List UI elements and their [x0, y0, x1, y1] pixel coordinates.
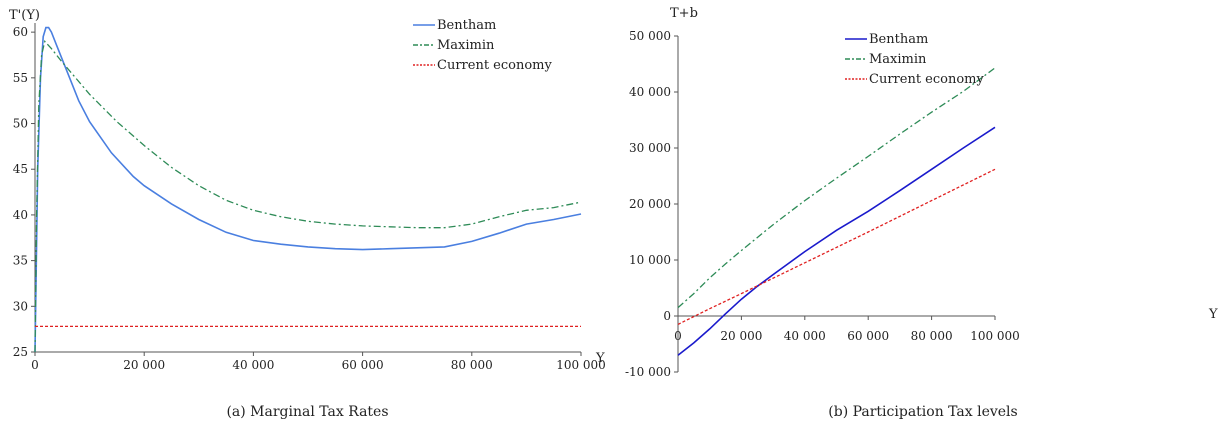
x-tick-label: 100 000 — [970, 329, 1020, 343]
y-tick-label: 50 — [13, 117, 28, 131]
y-tick-label: 30 — [13, 299, 28, 313]
legend-label: Current economy — [437, 58, 552, 73]
x-tick-label: 20 000 — [720, 329, 762, 343]
chart-panel-marginal-tax-rates: 25 30 35 40 45 50 55 60 0 20 000 40 000 60 000 80 00… — [0, 0, 615, 433]
y-tick-label: 55 — [13, 71, 28, 85]
x-tick-label: 80 000 — [911, 329, 953, 343]
x-axis-title: Y — [595, 351, 605, 366]
y-tick-label: 40 — [13, 208, 28, 222]
chart-caption: (b) Participation Tax levels — [828, 404, 1018, 420]
y-tick-label: 45 — [13, 162, 28, 176]
y-tick-label: 50 000 — [629, 29, 671, 43]
series-line-bentham — [34, 26, 582, 353]
chart-marginal-tax-rates: 25 30 35 40 45 50 55 60 0 20 000 40 000 60 000 80 00… — [9, 8, 606, 372]
y-tick-label: 10 000 — [629, 253, 671, 267]
x-tick-label: 80 000 — [451, 358, 493, 372]
y-tick-label: 25 — [13, 345, 28, 359]
x-axis-title: Y — [1208, 307, 1218, 322]
x-tick-label: 0 — [31, 358, 39, 372]
series-line-maximin — [677, 67, 996, 309]
y-tick-label: -10 000 — [625, 365, 671, 379]
y-tick-label: 0 — [663, 309, 671, 323]
series-line-bentham — [677, 126, 996, 356]
y-tick-label: 60 — [13, 25, 28, 39]
y-tick-label: 40 000 — [629, 85, 671, 99]
series-line-current-economy — [677, 168, 996, 325]
legend-label: Maximin — [869, 52, 927, 67]
y-tick-label: 35 — [13, 254, 28, 268]
x-tick-label: 20 000 — [123, 358, 165, 372]
x-tick-label: 100 000 — [556, 358, 606, 372]
y-tick-label: 30 000 — [629, 141, 671, 155]
chart-panel-participation-tax: -10 000 0 10 000 20 000 30 000 40 000 50 000 0 2… — [615, 0, 1231, 433]
x-tick-label: 60 000 — [342, 358, 384, 372]
chart-caption: (a) Marginal Tax Rates — [226, 404, 389, 420]
legend-label: Current economy — [869, 72, 984, 87]
legend-label: Bentham — [869, 32, 928, 47]
legend-label: Bentham — [437, 18, 496, 33]
x-tick-label: 40 000 — [784, 329, 826, 343]
series-line-maximin — [34, 39, 582, 353]
x-tick-label: 0 — [674, 329, 682, 343]
chart-participation-tax-levels: -10 000 0 10 000 20 000 30 000 40 000 50 000 0 2… — [625, 6, 1218, 379]
y-axis-title: T'(Y) — [9, 8, 40, 23]
x-tick-label: 40 000 — [232, 358, 274, 372]
x-tick-label: 60 000 — [847, 329, 889, 343]
legend-label: Maximin — [437, 38, 495, 53]
y-axis-title: T+b — [670, 6, 698, 21]
y-tick-label: 20 000 — [629, 197, 671, 211]
